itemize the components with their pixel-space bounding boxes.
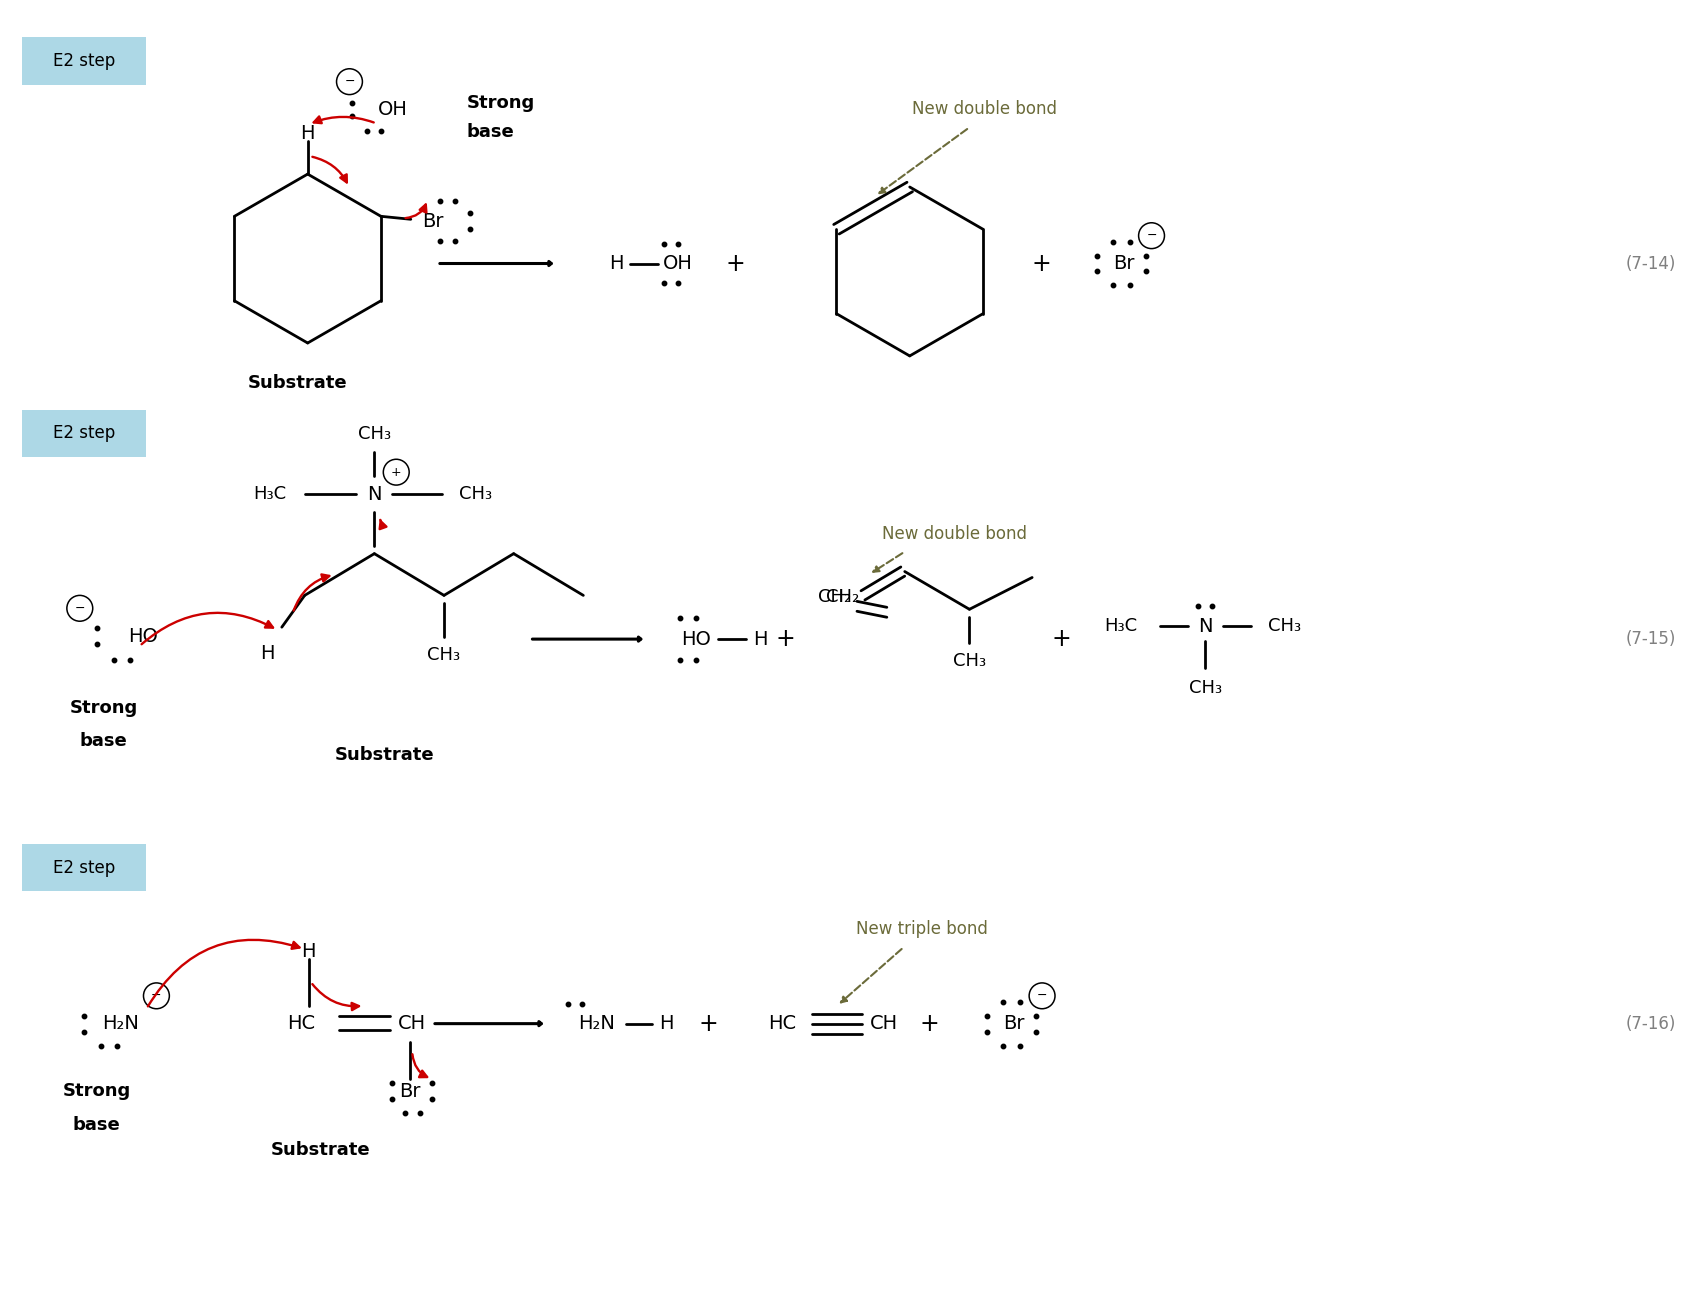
Text: −: − (1036, 990, 1046, 1003)
Text: H₂N: H₂N (577, 1015, 615, 1033)
Text: Strong: Strong (70, 699, 138, 717)
Text: H₃C: H₃C (1103, 617, 1137, 636)
Text: HO: HO (681, 629, 710, 649)
Text: base: base (73, 1116, 121, 1134)
Text: +: + (1031, 252, 1050, 275)
Text: Br: Br (1113, 254, 1133, 273)
Text: H: H (300, 941, 316, 961)
Text: H: H (659, 1015, 673, 1033)
Text: CH: CH (398, 1015, 427, 1033)
Text: CH₂: CH₂ (818, 589, 852, 607)
Text: Substrate: Substrate (271, 1141, 370, 1159)
Text: OH: OH (379, 100, 408, 119)
Text: (7-14): (7-14) (1625, 254, 1675, 273)
Text: +: + (1050, 627, 1070, 652)
FancyBboxPatch shape (22, 844, 147, 891)
Text: Br: Br (399, 1082, 420, 1101)
Text: E2 step: E2 step (53, 425, 116, 442)
Text: N: N (367, 485, 381, 503)
Text: New double bond: New double bond (881, 524, 1026, 543)
Text: +: + (698, 1012, 719, 1036)
Text: CH₃: CH₃ (1268, 617, 1301, 636)
Text: HO: HO (128, 627, 159, 645)
Text: Strong: Strong (63, 1082, 131, 1100)
Text: +: + (391, 465, 401, 479)
Text: Strong: Strong (466, 93, 534, 111)
Text: New triple bond: New triple bond (855, 920, 987, 939)
Text: base: base (80, 733, 128, 750)
Text: CH₃: CH₃ (357, 425, 391, 443)
Text: CH₃: CH₃ (953, 652, 985, 670)
Text: H: H (609, 254, 623, 273)
Text: −: − (345, 75, 355, 88)
Text: OH: OH (662, 254, 693, 273)
Text: HC: HC (768, 1015, 795, 1033)
Text: (7-15): (7-15) (1625, 631, 1675, 648)
Text: CH: CH (869, 1015, 898, 1033)
Text: H: H (753, 629, 766, 649)
Text: base: base (466, 123, 514, 142)
Text: CH₃: CH₃ (459, 485, 492, 503)
FancyBboxPatch shape (22, 409, 147, 458)
Text: Substrate: Substrate (248, 374, 347, 392)
Text: E2 step: E2 step (53, 52, 116, 69)
FancyBboxPatch shape (22, 37, 147, 85)
Text: CH₂: CH₂ (826, 589, 859, 607)
Text: −: − (75, 602, 85, 615)
Text: −: − (152, 990, 162, 1003)
Text: H: H (261, 644, 275, 662)
Text: H₃C: H₃C (253, 485, 287, 503)
Text: N: N (1197, 616, 1212, 636)
Text: −: − (1145, 229, 1156, 243)
Text: +: + (918, 1012, 939, 1036)
Text: E2 step: E2 step (53, 859, 116, 877)
Text: +: + (775, 627, 795, 652)
Text: New double bond: New double bond (912, 101, 1057, 118)
Text: Br: Br (422, 212, 444, 231)
Text: H: H (300, 123, 314, 143)
Text: Br: Br (1004, 1015, 1024, 1033)
Text: (7-16): (7-16) (1625, 1015, 1675, 1033)
Text: +: + (725, 252, 744, 275)
Text: H₂N: H₂N (102, 1015, 138, 1033)
Text: CH₃: CH₃ (1188, 679, 1221, 696)
Text: CH₃: CH₃ (427, 646, 461, 663)
Text: Substrate: Substrate (335, 746, 434, 764)
Text: HC: HC (287, 1015, 314, 1033)
